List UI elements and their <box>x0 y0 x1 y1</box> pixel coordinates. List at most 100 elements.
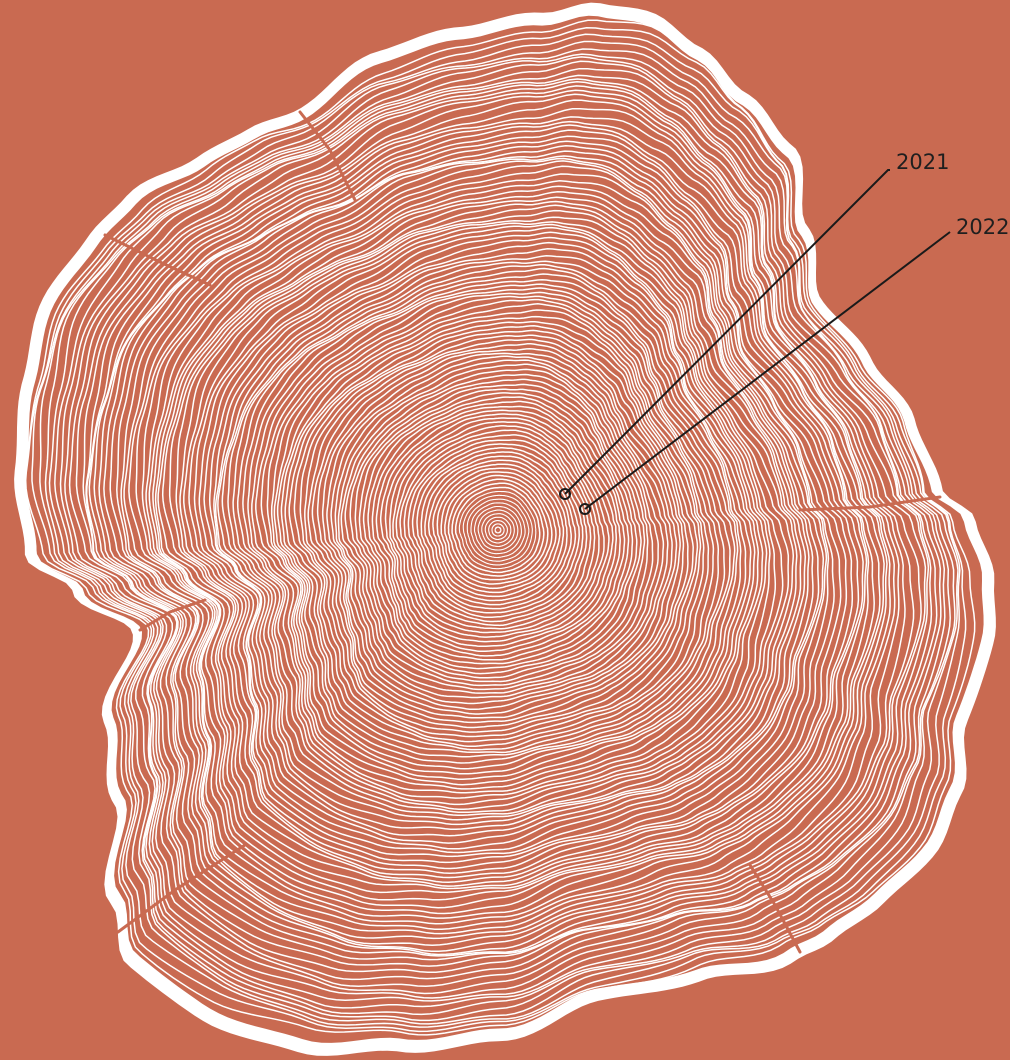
growth-ring <box>407 439 588 623</box>
growth-ring <box>367 396 630 665</box>
callout-2022: 2022 <box>579 215 1009 515</box>
growth-ring <box>293 320 702 743</box>
growth-ring <box>98 107 896 956</box>
growth-ring <box>444 474 553 585</box>
growth-ring <box>103 116 891 953</box>
growth-ring <box>280 303 715 754</box>
growth-ring <box>330 355 669 705</box>
marker-dot-2021 <box>559 488 571 500</box>
growth-ring <box>68 74 933 995</box>
growth-ring <box>321 348 678 715</box>
growth-ring <box>251 273 747 790</box>
growth-ring <box>236 260 760 806</box>
growth-ring <box>75 78 930 987</box>
growth-rings <box>22 19 976 1036</box>
growth-ring <box>82 81 927 981</box>
growth-ring <box>436 467 561 594</box>
growth-ring <box>161 180 830 883</box>
growth-ring <box>93 99 900 957</box>
growth-ring <box>344 373 649 687</box>
growth-ring <box>109 120 888 946</box>
growth-ring <box>221 241 771 817</box>
growth-ring <box>316 342 681 719</box>
growth-ring <box>141 150 864 915</box>
growth-ring <box>466 498 530 562</box>
growth-ring <box>389 417 610 643</box>
growth-ring <box>116 124 885 940</box>
growth-ring <box>384 413 614 648</box>
growth-ring <box>284 309 710 751</box>
growth-ring <box>203 221 798 844</box>
growth-ring <box>183 200 814 864</box>
growth-ring <box>255 278 742 786</box>
growth-ring <box>447 478 549 581</box>
growth-ring <box>154 165 842 890</box>
growth-ring <box>488 520 508 541</box>
radial-crack <box>748 863 802 954</box>
growth-ring <box>242 263 756 799</box>
growth-ring <box>362 392 634 670</box>
growth-ring <box>326 352 673 711</box>
callout-label-2021: 2021 <box>896 150 949 174</box>
radial-crack <box>138 598 207 632</box>
growth-ring <box>334 359 665 699</box>
growth-ring <box>399 429 596 630</box>
growth-ring <box>484 516 512 544</box>
growth-ring <box>420 451 577 610</box>
growth-ring <box>208 223 795 837</box>
growth-ring <box>392 421 605 638</box>
growth-ring <box>214 231 784 826</box>
radial-cracks <box>103 110 942 954</box>
leader-line-2022 <box>584 231 951 510</box>
growth-ring <box>123 135 875 930</box>
growth-ring <box>85 89 915 967</box>
growth-ring <box>432 463 565 598</box>
growth-ring <box>44 48 956 1022</box>
growth-ring <box>175 190 825 874</box>
growth-ring <box>168 185 828 879</box>
growth-ring <box>31 33 961 1028</box>
radial-crack <box>798 495 942 512</box>
growth-ring <box>416 447 580 614</box>
callout-2021: 2021 <box>559 150 949 500</box>
growth-ring <box>22 19 976 1036</box>
growth-ring <box>273 295 726 764</box>
growth-ring <box>288 315 705 748</box>
growth-ring <box>213 226 790 830</box>
growth-ring <box>188 204 810 858</box>
growth-ring <box>427 459 568 602</box>
growth-ring <box>276 298 720 758</box>
growth-ring <box>458 490 537 570</box>
growth-ring <box>64 67 938 999</box>
growth-ring <box>371 400 626 661</box>
growth-ring <box>337 363 659 694</box>
growth-ring <box>462 494 533 566</box>
growth-ring <box>379 409 618 653</box>
growth-ring <box>411 443 584 619</box>
growth-ring <box>148 157 854 901</box>
growth-ring <box>88 93 906 961</box>
growth-ring <box>128 140 870 925</box>
growth-ring <box>120 129 881 935</box>
growth-ring <box>477 509 519 551</box>
growth-ring <box>481 513 515 548</box>
growth-ring <box>307 334 689 729</box>
growth-ring <box>440 471 557 590</box>
growth-ring <box>354 383 642 679</box>
growth-ring <box>403 434 592 627</box>
leader-line-2021 <box>564 169 890 495</box>
growth-ring <box>193 209 807 854</box>
growth-ring <box>491 523 505 537</box>
growth-ring <box>470 502 526 559</box>
growth-ring <box>266 287 736 775</box>
growth-ring <box>227 248 768 814</box>
callout-label-2022: 2022 <box>956 215 1009 239</box>
growth-ring <box>217 236 777 821</box>
growth-ring <box>304 329 694 733</box>
growth-ring <box>198 216 802 850</box>
growth-ring <box>157 173 835 887</box>
marker-dot-2022 <box>579 503 591 515</box>
growth-ring <box>152 160 848 894</box>
growth-ring <box>179 196 820 870</box>
radial-crack <box>298 110 357 202</box>
